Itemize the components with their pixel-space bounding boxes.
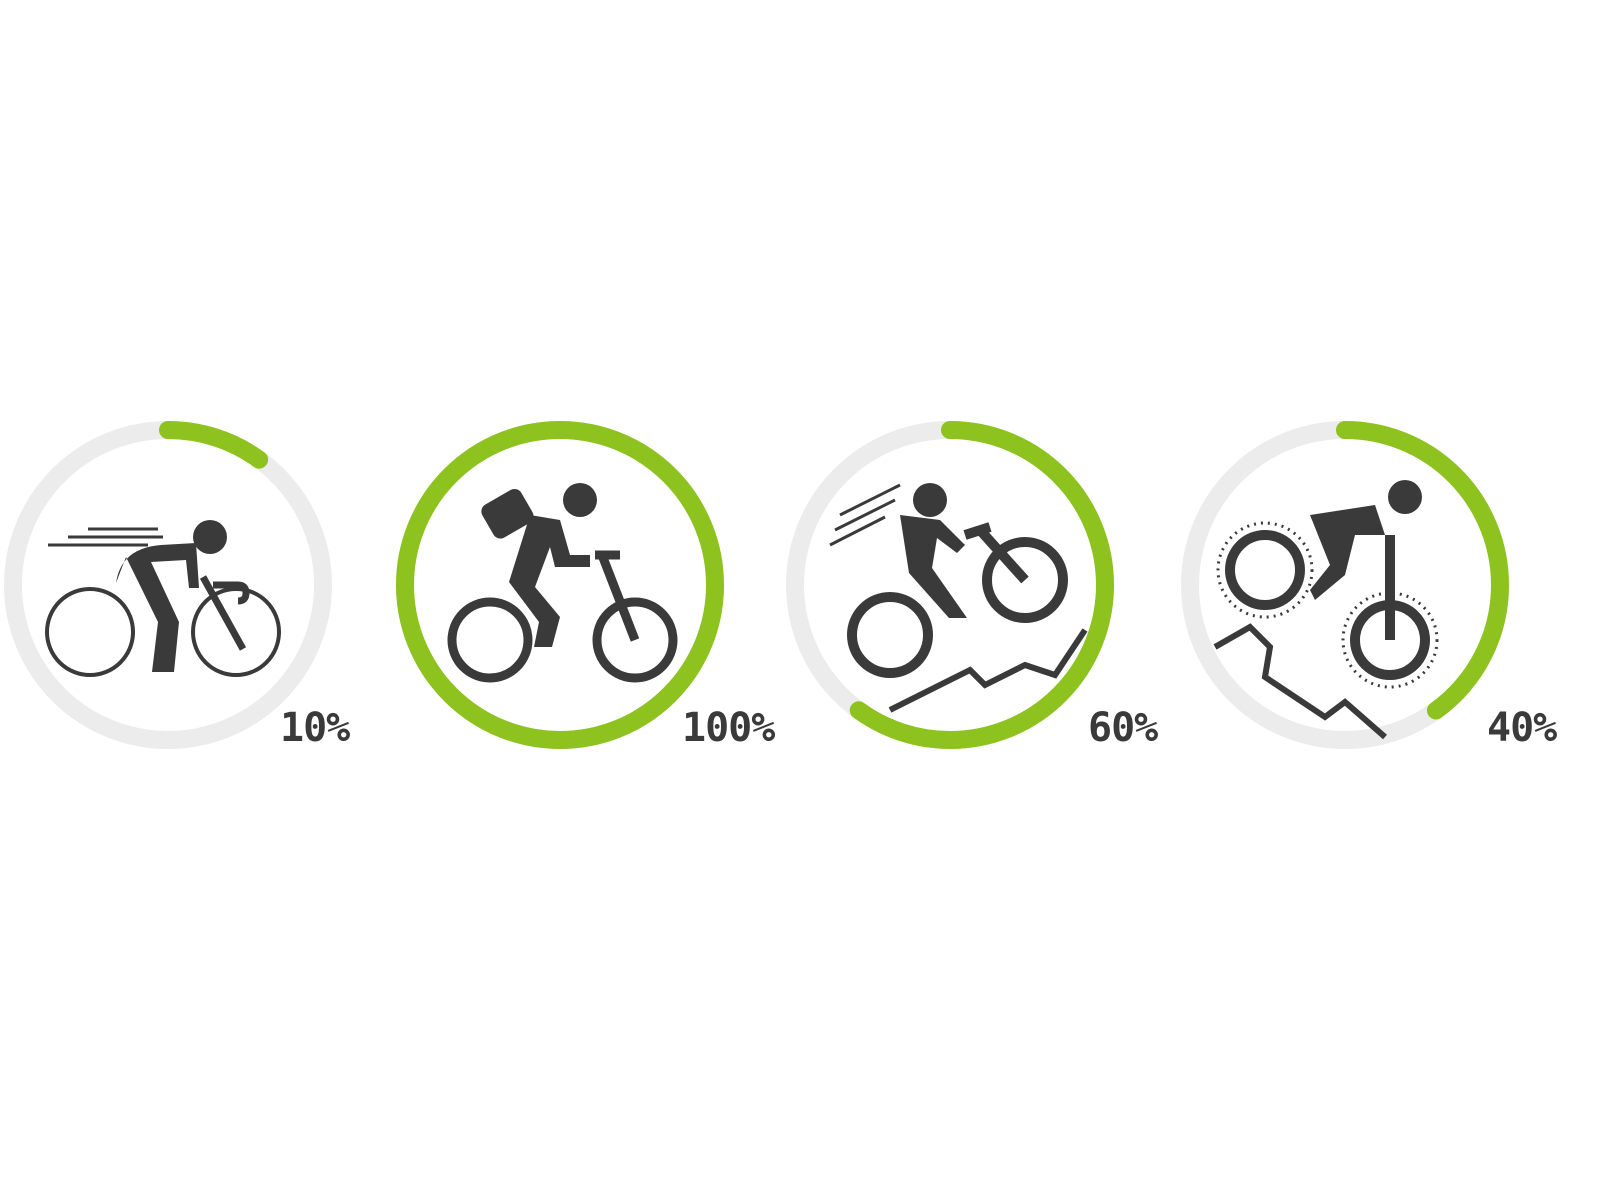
road-cyclist-icon bbox=[4, 421, 332, 749]
gauge-road: 10% bbox=[0, 415, 350, 755]
gauge-progress-arc bbox=[786, 421, 1114, 749]
downhill-mountain-bike-icon bbox=[1181, 421, 1509, 749]
percent-label: 100% bbox=[682, 705, 775, 751]
trail-cyclist-uphill-icon bbox=[829, 483, 1088, 713]
commuter-cyclist-backpack-icon bbox=[447, 483, 678, 683]
gauge-progress-arc bbox=[4, 421, 332, 749]
percent-label: 40% bbox=[1487, 705, 1557, 751]
gauge-downhill: 40% bbox=[1175, 415, 1557, 755]
trail-cyclist-uphill-icon bbox=[786, 421, 1114, 749]
gauge-track bbox=[4, 421, 332, 749]
gauge-commuter: 100% bbox=[390, 415, 775, 755]
downhill-mountain-bike-icon bbox=[1213, 480, 1439, 740]
percent-label: 10% bbox=[280, 705, 350, 751]
percent-label: 60% bbox=[1088, 705, 1158, 751]
gauge-trail: 60% bbox=[780, 415, 1158, 755]
gauge-progress-arc bbox=[1181, 421, 1509, 749]
gauge-progress-arc bbox=[396, 421, 724, 749]
commuter-cyclist-backpack-icon bbox=[396, 421, 724, 749]
road-cyclist-icon bbox=[45, 520, 281, 677]
